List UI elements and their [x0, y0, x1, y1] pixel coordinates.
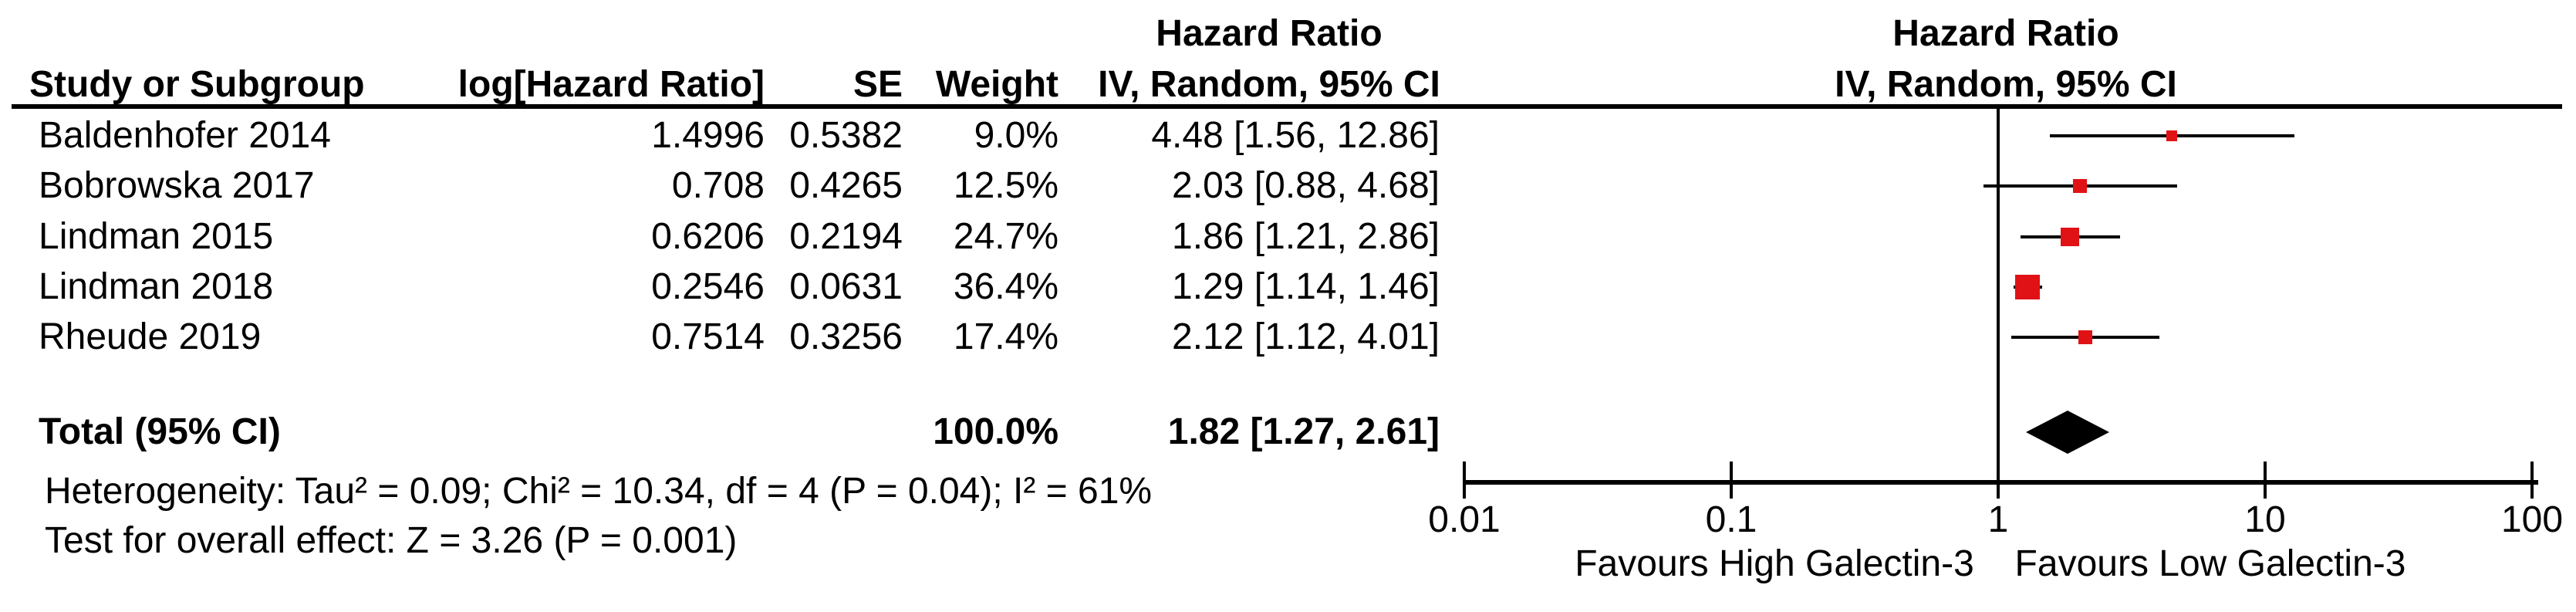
loghr-value: 0.6206 — [651, 216, 765, 257]
table-row: Bobrowska 2017 0.708 0.4265 12.5% 2.03 [… — [0, 161, 2576, 211]
weight-value: 12.5% — [953, 165, 1058, 206]
se-value: 0.0631 — [789, 266, 903, 307]
weight-value: 36.4% — [953, 266, 1058, 307]
overall-effect-row: Test for overall effect: Z = 3.26 (P = 0… — [0, 516, 2576, 566]
header-hr-plot-col-line2: IV, Random, 95% CI — [1835, 64, 2177, 105]
loghr-value: 0.708 — [671, 165, 765, 206]
ci-value: 4.48 [1.56, 12.86] — [1151, 115, 1440, 156]
total-weight: 100.0% — [933, 411, 1058, 452]
overall-effect-text: Test for overall effect: Z = 3.26 (P = 0… — [45, 520, 738, 561]
se-value: 0.3256 — [789, 316, 903, 357]
favours-left-label: Favours High Galectin-3 — [1575, 543, 1974, 584]
ci-value: 2.12 [1.12, 4.01] — [1172, 316, 1440, 357]
header-weight: Weight — [935, 64, 1058, 105]
ci-value: 2.03 [0.88, 4.68] — [1172, 165, 1440, 206]
total-label: Total (95% CI) — [39, 411, 281, 452]
table-row: Lindman 2015 0.6206 0.2194 24.7% 1.86 [1… — [0, 211, 2576, 262]
favours-right-label: Favours Low Galectin-3 — [2014, 543, 2406, 584]
table-row: Rheude 2019 0.7514 0.3256 17.4% 2.12 [1.… — [0, 312, 2576, 363]
study-label: Baldenhofer 2014 — [39, 115, 331, 156]
axis-tick — [1730, 462, 1733, 499]
axis-tick — [2530, 462, 2534, 499]
se-value: 0.2194 — [789, 216, 903, 257]
weight-value: 24.7% — [953, 216, 1058, 257]
header-study-or-subgroup: Study or Subgroup — [29, 64, 365, 105]
effect-square — [2166, 130, 2177, 141]
ci-value: 1.86 [1.21, 2.86] — [1172, 216, 1440, 257]
weight-value: 9.0% — [974, 115, 1058, 156]
header-log-hazard-ratio: log[Hazard Ratio] — [457, 64, 765, 105]
study-label: Bobrowska 2017 — [39, 165, 315, 206]
effect-square — [2078, 330, 2092, 344]
effect-square — [2061, 228, 2079, 246]
loghr-value: 0.2546 — [651, 266, 765, 307]
se-value: 0.4265 — [789, 165, 903, 206]
se-value: 0.5382 — [789, 115, 903, 156]
weight-value: 17.4% — [953, 316, 1058, 357]
study-label: Rheude 2019 — [39, 316, 262, 357]
heterogeneity-row: Heterogeneity: Tau² = 0.09; Chi² = 10.34… — [0, 466, 2576, 517]
header-hr-text-col-line2: IV, Random, 95% CI — [1098, 64, 1440, 105]
header-underline — [12, 104, 2562, 109]
axis-tick-label: 1 — [1987, 499, 2009, 540]
null-effect-line — [1997, 109, 2000, 483]
study-label: Lindman 2018 — [39, 266, 274, 307]
axis-tick — [1463, 462, 1466, 499]
header-se: SE — [852, 64, 903, 105]
total-ci: 1.82 [1.27, 2.61] — [1167, 411, 1440, 452]
table-row: Lindman 2018 0.2546 0.0631 36.4% 1.29 [1… — [0, 262, 2576, 313]
total-row: Total (95% CI) 100.0% 1.82 [1.27, 2.61] — [0, 407, 2576, 458]
axis-tick-label: 100 — [2500, 499, 2564, 540]
axis-tick — [1997, 462, 2000, 499]
study-label: Lindman 2015 — [39, 216, 274, 257]
ci-value: 1.29 [1.14, 1.46] — [1172, 266, 1440, 307]
header-hr-plot-col-line1: Hazard Ratio — [1892, 13, 2119, 54]
table-row: Baldenhofer 2014 1.4996 0.5382 9.0% 4.48… — [0, 110, 2576, 161]
axis-tick-label: 10 — [2244, 499, 2286, 540]
axis-tick — [2264, 462, 2267, 499]
axis-tick-label: 0.01 — [1428, 499, 1501, 540]
header-hr-text-col-line1: Hazard Ratio — [1156, 13, 1383, 54]
effect-square — [2073, 179, 2087, 193]
heterogeneity-text: Heterogeneity: Tau² = 0.09; Chi² = 10.34… — [45, 471, 1153, 512]
x-axis-line — [1463, 480, 2538, 485]
effect-square — [2015, 275, 2040, 299]
loghr-value: 0.7514 — [651, 316, 765, 357]
axis-tick-label: 0.1 — [1705, 499, 1757, 540]
loghr-value: 1.4996 — [651, 115, 765, 156]
